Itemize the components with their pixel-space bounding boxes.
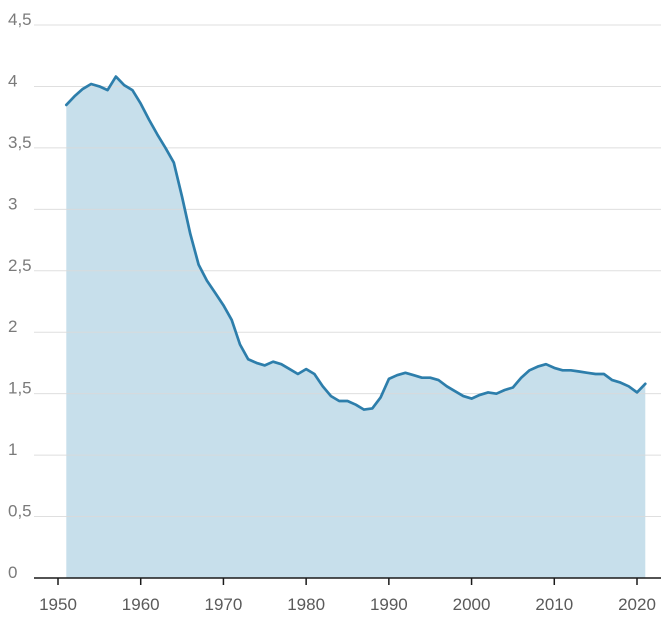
x-axis-label: 2000 (453, 595, 491, 614)
y-axis-label: 2,5 (8, 256, 32, 275)
y-axis-label: 1,5 (8, 379, 32, 398)
y-axis-label: 3,5 (8, 133, 32, 152)
y-axis-label: 0,5 (8, 502, 32, 521)
gridlines-layer (34, 24, 661, 518)
x-axis-label: 1950 (39, 595, 77, 614)
y-axis-label: 4 (8, 71, 17, 90)
x-axis-label: 1980 (287, 595, 325, 614)
axis-labels-layer: 0 0,5 1 1,5 2 2,5 3 3,5 4 4,5 1950 1960 1970 1980 1990… (8, 10, 656, 614)
x-axis-label: 1990 (370, 595, 408, 614)
area-fill (66, 76, 646, 578)
trend-line (64, 75, 647, 411)
y-axis-label: 1 (8, 440, 17, 459)
area-fill-layer (66, 76, 646, 578)
y-axis-label: 4,5 (8, 10, 32, 29)
x-axis-label: 1970 (205, 595, 243, 614)
y-axis-label: 0 (8, 563, 17, 582)
x-axis-label: 2010 (535, 595, 573, 614)
y-axis-label: 3 (8, 194, 17, 213)
x-axis-label: 2020 (618, 595, 656, 614)
trend-line-layer (64, 75, 647, 411)
x-axis-label: 1960 (122, 595, 160, 614)
y-axis-label: 2 (8, 317, 17, 336)
x-axis-layer (34, 577, 661, 585)
